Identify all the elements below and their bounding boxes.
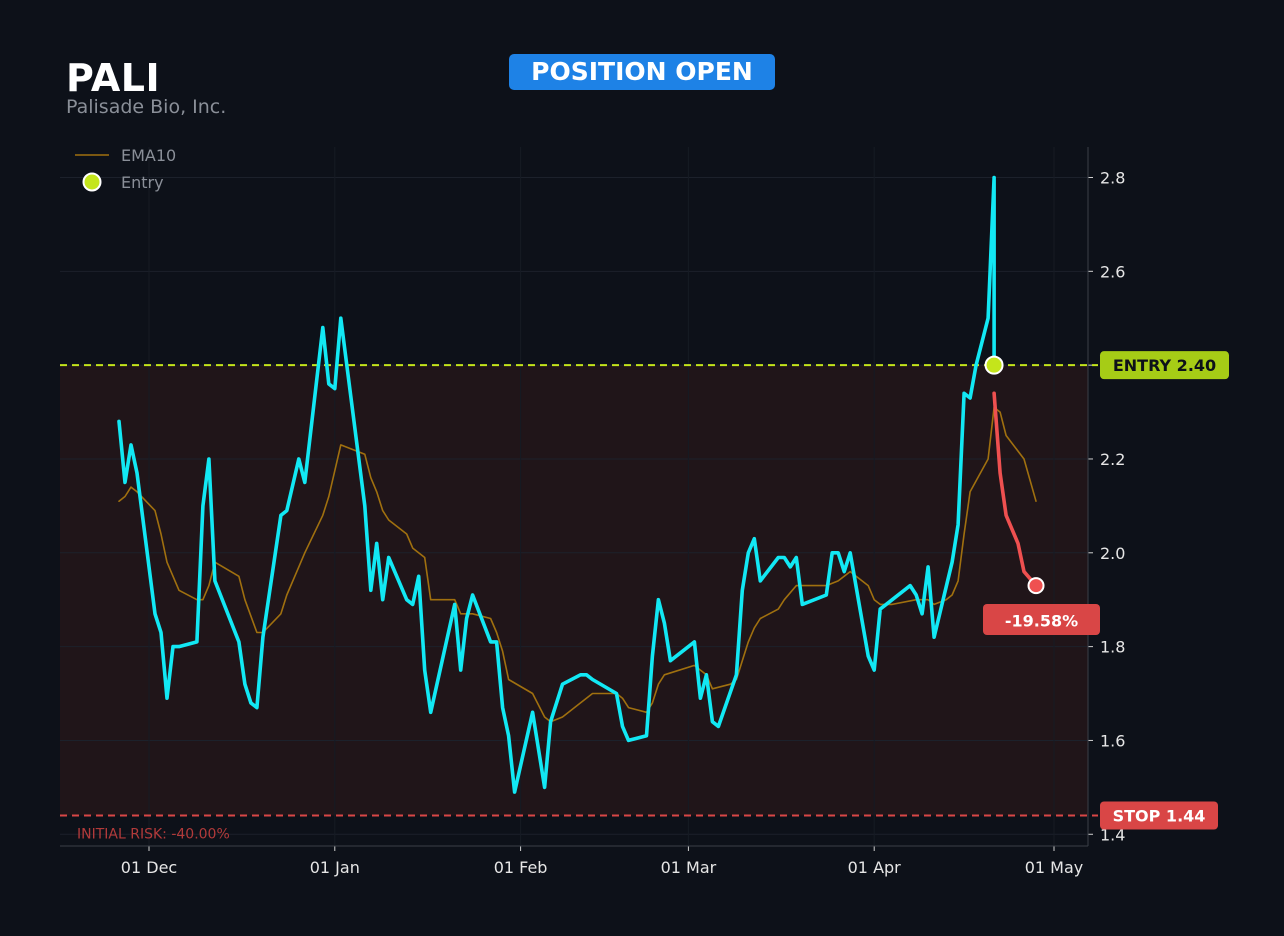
entry-marker: [984, 355, 1004, 375]
y-tick-label: 1.4: [1100, 825, 1125, 844]
legend-ema10-label: EMA10: [121, 146, 176, 165]
y-tick-label: 2.0: [1100, 544, 1125, 563]
pnl-change-badge: -19.58%: [1005, 611, 1078, 630]
current-price-marker: [1027, 577, 1045, 595]
stop-price-badge: STOP 1.44: [1113, 807, 1206, 826]
pnl-change-badge-bg: [983, 604, 1100, 635]
position-status-badge: POSITION OPEN: [509, 54, 775, 90]
x-tick-label: 01 May: [1025, 858, 1084, 877]
price-line: [117, 175, 996, 794]
y-tick-label: 2.2: [1100, 450, 1125, 469]
stop-price-badge-bg: [1100, 801, 1218, 830]
risk-zone: [60, 365, 1088, 816]
y-tick-label: 2.6: [1100, 262, 1125, 281]
entry-price-badge-bg: [1100, 351, 1229, 380]
x-tick-label: 01 Dec: [121, 858, 177, 877]
legend-entry-swatch: [82, 172, 102, 192]
x-tick-label: 01 Mar: [661, 858, 717, 877]
y-tick-label: 1.6: [1100, 731, 1125, 750]
company-name: Palisade Bio, Inc.: [66, 96, 227, 118]
x-tick-label: 01 Apr: [848, 858, 902, 877]
entry-price-badge: ENTRY 2.40: [1113, 356, 1216, 375]
initial-risk-label: INITIAL RISK: -40.00%: [77, 827, 230, 843]
post-entry-price-line: [992, 391, 1038, 588]
x-tick-label: 01 Feb: [494, 858, 548, 877]
y-tick-label: 1.8: [1100, 638, 1125, 657]
ticker-symbol: PALI: [66, 56, 161, 100]
x-tick-label: 01 Jan: [310, 858, 360, 877]
legend-entry-label: Entry: [121, 173, 164, 192]
y-tick-label: 2.8: [1100, 168, 1125, 187]
